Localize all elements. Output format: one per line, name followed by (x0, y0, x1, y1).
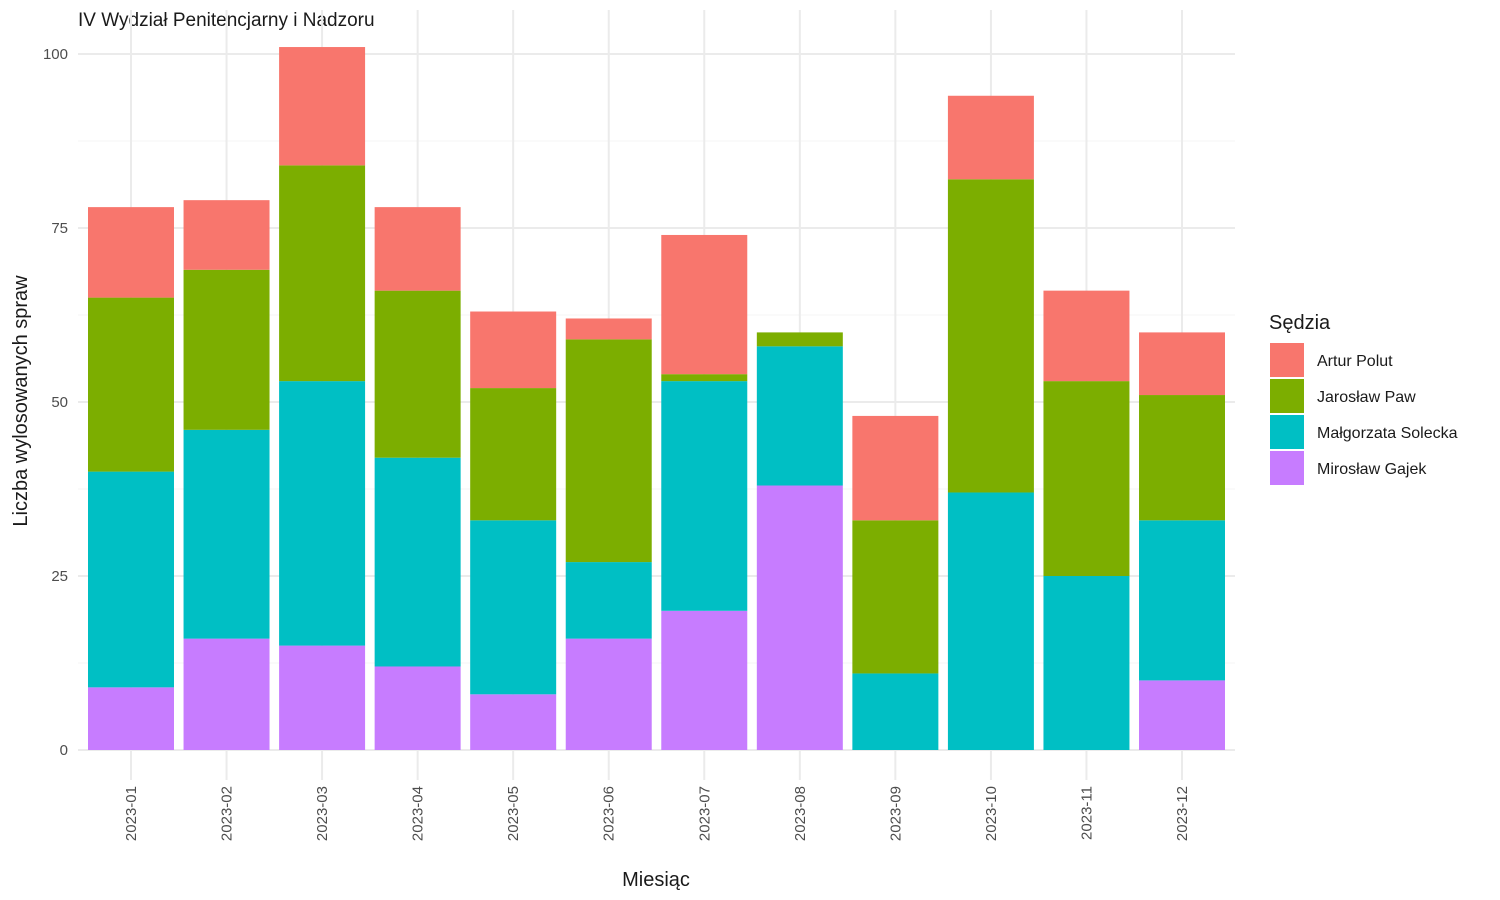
x-tick-label: 2023-02 (219, 786, 236, 841)
x-tick-label: 2023-05 (505, 786, 522, 841)
bar-segment (661, 610, 748, 750)
bar-segment (470, 520, 557, 695)
bar-segment (565, 339, 652, 563)
bar-segment (1139, 520, 1225, 681)
bar-segment (661, 381, 748, 611)
bar-segment (374, 207, 461, 291)
bar-segment (1139, 395, 1225, 521)
bars (88, 47, 1225, 750)
bar-segment (374, 290, 461, 458)
bar-segment (1043, 576, 1130, 750)
bar-segment (852, 673, 939, 750)
bar-segment (661, 374, 748, 382)
bar-segment (470, 694, 557, 750)
legend-label: Mirosław Gajek (1317, 461, 1427, 478)
legend-key (1270, 451, 1304, 485)
legend-title: Sędzia (1269, 312, 1331, 334)
legend-key (1270, 379, 1304, 413)
legend-key (1270, 415, 1304, 449)
y-axis-ticks: 0 25 50 75 100 (43, 46, 68, 759)
x-axis-title: Miesiąc (622, 869, 690, 891)
x-tick-label: 2023-07 (696, 786, 713, 841)
x-tick-label: 2023-04 (410, 786, 427, 841)
bar-segment (565, 318, 652, 340)
bar-segment (88, 207, 174, 298)
y-tick-label: 0 (60, 742, 68, 759)
y-axis-title: Liczba wylosowanych spraw (10, 275, 32, 527)
legend: Sędzia Artur Polut Jarosław Paw Małgorzata… (1269, 312, 1458, 485)
legend-label: Artur Polut (1317, 353, 1393, 370)
x-tick-label: 2023-09 (887, 786, 904, 841)
x-tick-label: 2023-10 (983, 786, 1000, 841)
bar-segment (1043, 290, 1130, 382)
bar-segment (1043, 381, 1130, 576)
legend-label: Małgorzata Solecka (1317, 425, 1458, 442)
bar-segment (279, 165, 366, 382)
bar-segment (470, 388, 557, 521)
bar-segment (88, 687, 174, 750)
y-tick-label: 25 (51, 568, 68, 585)
bar-segment (88, 297, 174, 472)
y-tick-label: 50 (51, 394, 68, 411)
bar-segment (661, 234, 748, 375)
bar-segment (852, 520, 939, 674)
y-tick-label: 75 (51, 220, 68, 237)
bar-segment (183, 638, 270, 750)
bar-segment (852, 415, 939, 521)
bar-segment (756, 485, 843, 750)
bar-segment (88, 471, 174, 688)
bar-segment (947, 95, 1034, 180)
bar-segment (183, 429, 270, 639)
bar-segment (756, 346, 843, 486)
x-tick-label: 2023-11 (1078, 786, 1095, 840)
bar-segment (565, 638, 652, 750)
bar-segment (279, 645, 366, 750)
x-tick-label: 2023-03 (314, 786, 331, 841)
legend-label: Jarosław Paw (1317, 389, 1416, 406)
bar-segment (1139, 332, 1225, 396)
bar-segment (374, 457, 461, 667)
x-tick-label: 2023-08 (792, 786, 809, 841)
x-axis-ticks: 2023-01 2023-02 2023-03 2023-04 2023-05 2023-… (123, 786, 1191, 841)
bar-segment (470, 311, 557, 389)
bar-segment (374, 666, 461, 750)
x-tick-label: 2023-12 (1174, 786, 1191, 841)
x-tick-label: 2023-06 (601, 786, 618, 841)
y-tick-label: 100 (43, 46, 68, 63)
bar-segment (756, 332, 843, 347)
bar-segment (947, 179, 1034, 493)
legend-key (1270, 343, 1304, 377)
bar-segment (947, 492, 1034, 750)
bar-segment (279, 47, 366, 166)
bar-segment (183, 200, 270, 270)
bar-segment (183, 269, 270, 430)
bar-segment (1139, 680, 1225, 750)
x-tick-label: 2023-01 (123, 786, 140, 841)
bar-segment (279, 381, 366, 646)
bar-segment (565, 562, 652, 639)
